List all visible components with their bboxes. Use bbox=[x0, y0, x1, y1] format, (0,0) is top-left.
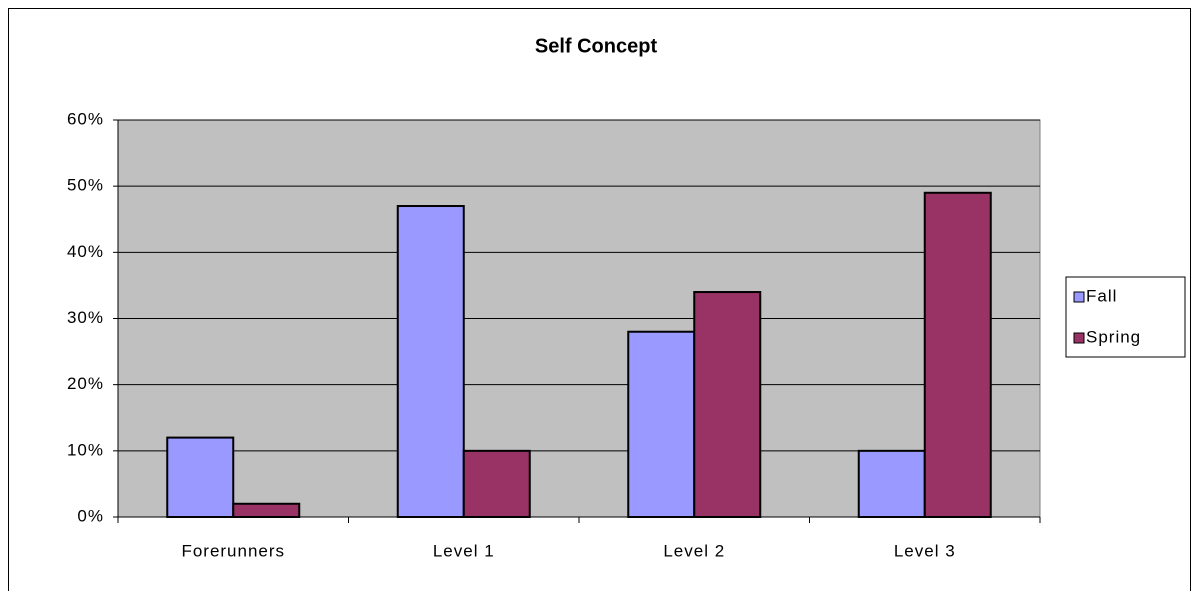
y-tick-label: 50% bbox=[67, 176, 104, 195]
y-tick-label: 20% bbox=[67, 374, 104, 393]
bar bbox=[462, 449, 531, 519]
legend-label: Spring bbox=[1086, 327, 1141, 346]
legend-label: Fall bbox=[1086, 286, 1117, 305]
y-tick-label: 40% bbox=[67, 242, 104, 261]
y-tick-label: 0% bbox=[77, 506, 104, 525]
y-tick-label: 60% bbox=[67, 109, 104, 128]
bar bbox=[396, 205, 465, 518]
y-tick-label: 30% bbox=[67, 308, 104, 327]
x-tick-label: Level 1 bbox=[433, 541, 495, 560]
x-tick-label: Forerunners bbox=[181, 541, 285, 560]
y-tick-label: 10% bbox=[67, 440, 104, 459]
bar bbox=[232, 502, 301, 518]
bar bbox=[627, 330, 696, 518]
bar bbox=[166, 436, 235, 519]
x-tick-label: Level 3 bbox=[894, 541, 956, 560]
legend-box bbox=[1065, 276, 1186, 358]
chart-title: Self Concept bbox=[535, 35, 658, 57]
bar bbox=[857, 449, 926, 519]
chart-border bbox=[8, 8, 1191, 591]
legend-swatch bbox=[1073, 332, 1085, 344]
legend-swatch bbox=[1073, 291, 1085, 303]
x-tick-label: Level 2 bbox=[663, 541, 725, 560]
bar bbox=[693, 291, 762, 518]
bar bbox=[923, 191, 992, 519]
